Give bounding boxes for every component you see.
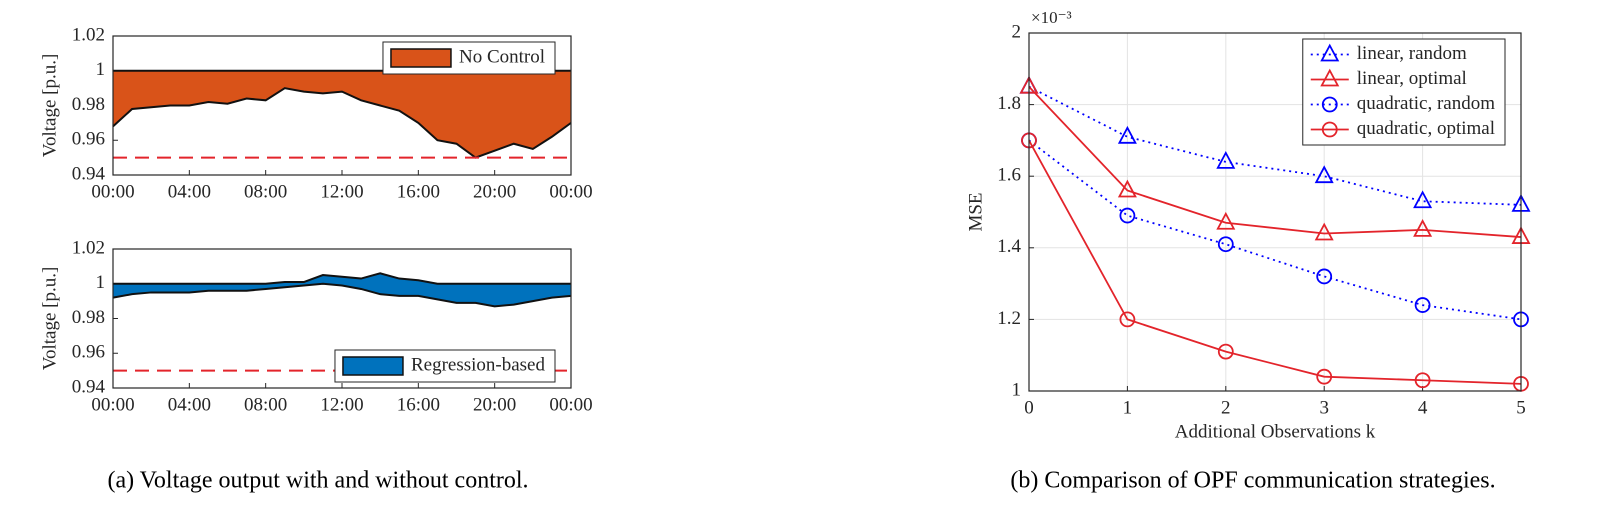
x-tick-label: 04:00 (168, 394, 211, 415)
x-tick-label: 16:00 (397, 394, 440, 415)
marker (1314, 165, 1334, 184)
y-tick-label: 0.98 (72, 307, 105, 328)
y-tick-label: 1.4 (997, 236, 1021, 257)
x-tick-label: 12:00 (320, 181, 363, 202)
caption: (b) Comparison of OPF communication stra… (1010, 468, 1495, 494)
marker (1321, 96, 1338, 113)
marker (1320, 68, 1340, 87)
x-axis-label: Additional Observations k (1175, 421, 1376, 442)
x-tick-label: 20:00 (473, 394, 516, 415)
x-tick-label: 12:00 (320, 394, 363, 415)
legend: linear, random linear, optimal quadratic, … (1302, 38, 1506, 146)
x-tick-label: 1 (1123, 397, 1133, 418)
y-axis-label: Voltage [p.u.] (39, 54, 60, 158)
legend-label: quadratic, optimal (1357, 118, 1495, 139)
marker (1216, 211, 1236, 230)
legend: Regression-based (334, 349, 556, 383)
marker (1413, 190, 1433, 209)
marker (1316, 368, 1333, 385)
y-tick-label: 0.94 (72, 163, 106, 184)
legend-label: quadratic, random (1357, 93, 1495, 114)
line (1028, 139, 1522, 321)
x-tick-label: 4 (1418, 397, 1428, 418)
marker (1316, 268, 1333, 285)
legend: No Control (382, 41, 556, 75)
marker (1413, 218, 1433, 237)
marker (1321, 121, 1338, 138)
y-tick-label: 1 (96, 272, 106, 293)
legend-label: linear, optimal (1357, 68, 1467, 89)
marker (1119, 207, 1136, 224)
band-lower (112, 87, 572, 159)
x-tick-label: 0 (1024, 397, 1034, 418)
axes-frame (112, 248, 572, 389)
marker (1216, 150, 1236, 169)
marker (1119, 311, 1136, 328)
band-area (113, 273, 571, 307)
marker (1117, 125, 1137, 144)
y-tick-label: 1.02 (72, 24, 105, 45)
x-tick-label: 04:00 (168, 181, 211, 202)
legend-label: linear, random (1357, 43, 1467, 64)
y-tick-label: 1 (1012, 379, 1022, 400)
y-tick-label: 1.2 (997, 308, 1021, 329)
marker (1117, 179, 1137, 198)
marker (1217, 343, 1234, 360)
legend-swatch (390, 48, 452, 68)
y-tick-label: 1.6 (997, 165, 1021, 186)
band-upper (113, 272, 571, 285)
marker (1414, 297, 1431, 313)
y-axis-label: Voltage [p.u.] (39, 267, 60, 371)
marker (1320, 43, 1340, 62)
y-tick-label: 2 (1012, 21, 1022, 42)
x-tick-label: 20:00 (473, 181, 516, 202)
y-tick-label: 1 (96, 59, 106, 80)
line (1028, 86, 1522, 238)
y-tick-label: 1.02 (72, 237, 105, 258)
line (1028, 139, 1522, 385)
y-tick-label: 0.96 (72, 129, 105, 150)
axes-frame (112, 35, 572, 176)
x-tick-label: 08:00 (244, 394, 287, 415)
x-tick-label: 00:00 (549, 181, 592, 202)
caption: (a) Voltage output with and without cont… (107, 468, 528, 494)
marker (1414, 372, 1431, 389)
y-tick-label: 0.98 (72, 94, 105, 115)
legend-label: Regression-based (411, 354, 546, 375)
marker (1217, 236, 1234, 253)
x-tick-label: 08:00 (244, 181, 287, 202)
y-axis-label: MSE (965, 192, 986, 231)
y-multiplier: ×10⁻³ (1031, 8, 1072, 27)
x-tick-label: 16:00 (397, 181, 440, 202)
y-tick-label: 0.94 (72, 376, 106, 397)
x-tick-label: 00:00 (91, 394, 134, 415)
axes-frame (1028, 32, 1522, 392)
legend-swatch (342, 356, 404, 376)
band-lower (112, 282, 572, 308)
x-tick-label: 00:00 (91, 181, 134, 202)
marker (1314, 222, 1334, 241)
y-tick-label: 1.8 (997, 93, 1021, 114)
legend-label: No Control (459, 46, 545, 67)
x-tick-label: 2 (1221, 397, 1231, 418)
x-tick-label: 00:00 (549, 394, 592, 415)
x-tick-label: 3 (1319, 397, 1329, 418)
y-tick-label: 0.96 (72, 342, 105, 363)
band-area (113, 70, 571, 158)
x-tick-label: 5 (1516, 397, 1526, 418)
